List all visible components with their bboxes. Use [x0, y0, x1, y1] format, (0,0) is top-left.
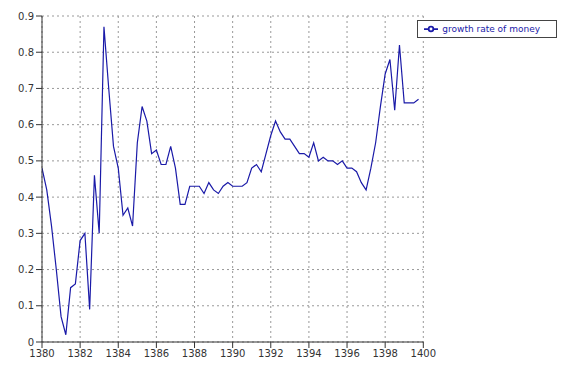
svg-text:1396: 1396 [334, 348, 359, 359]
svg-text:0.9: 0.9 [18, 11, 34, 22]
svg-text:0.1: 0.1 [18, 300, 34, 311]
html-text:growth rate of money: growth rate of money [442, 23, 540, 34]
svg-text:0.8: 0.8 [18, 47, 34, 58]
svg-text:1390: 1390 [220, 348, 245, 359]
svg-text:0.2: 0.2 [18, 264, 34, 275]
svg-text:1382: 1382 [67, 348, 92, 359]
svg-text:0.6: 0.6 [18, 119, 34, 130]
svg-text:1388: 1388 [182, 348, 207, 359]
svg-text:0: 0 [28, 337, 34, 348]
svg-text:1380: 1380 [29, 348, 54, 359]
svg-text:1394: 1394 [296, 348, 321, 359]
svg-text:1398: 1398 [372, 348, 397, 359]
svg-text:1392: 1392 [258, 348, 283, 359]
svg-text:1400: 1400 [411, 348, 436, 359]
svg-text:0.5: 0.5 [18, 155, 34, 166]
svg-text:0.3: 0.3 [18, 228, 34, 239]
svg-text:0.7: 0.7 [18, 83, 34, 94]
svg-text:1384: 1384 [106, 348, 131, 359]
svg-text:0.4: 0.4 [18, 192, 34, 203]
svg-text:1386: 1386 [144, 348, 169, 359]
